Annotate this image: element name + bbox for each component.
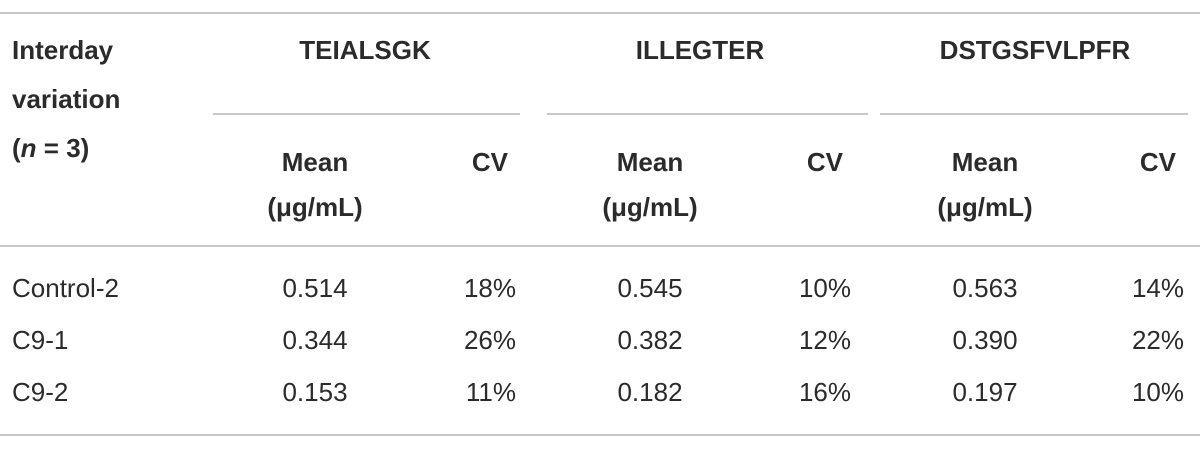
mean-cell: 0.197 [952, 377, 1018, 407]
cv-cell: 11% [465, 377, 516, 407]
row-label: C9-2 [12, 377, 69, 407]
mean-cell: 0.182 [617, 377, 683, 407]
corner-line: variation [12, 84, 121, 114]
cv-cell: 26% [463, 325, 516, 355]
cv-cell: 22% [1131, 325, 1184, 355]
corner-line: (n = 3) [12, 133, 89, 163]
mean-cell: 0.390 [952, 325, 1018, 355]
group-title: ILLEGTER [635, 35, 765, 65]
header-rule [0, 245, 1200, 247]
top-rule [0, 12, 1200, 14]
group-rule [547, 113, 868, 115]
mean-cell: 0.514 [282, 273, 348, 303]
mean-cell: 0.545 [617, 273, 683, 303]
corner-italic: n [20, 133, 37, 163]
cv-cell: 10% [798, 273, 851, 303]
corner-text: = 3) [36, 133, 90, 163]
group-rule [880, 113, 1188, 115]
mean-cell: 0.344 [282, 325, 348, 355]
corner-line: Interday [12, 35, 114, 65]
cv-header: CV [806, 147, 843, 177]
mean-header: Mean (μg/mL) [267, 147, 363, 222]
mean-cell: 0.563 [952, 273, 1018, 303]
bottom-rule [0, 434, 1200, 436]
cv-cell: 16% [798, 377, 851, 407]
mean-cell: 0.382 [617, 325, 683, 355]
cv-cell: 14% [1131, 273, 1184, 303]
cv-cell: 10% [1131, 377, 1184, 407]
row-label: Control-2 [12, 273, 119, 303]
group-rule [213, 113, 520, 115]
group-title: TEIALSGK [299, 35, 431, 65]
group-title: DSTGSFVLPFR [939, 35, 1131, 65]
cv-cell: 12% [798, 325, 851, 355]
mean-header: Mean (μg/mL) [602, 147, 698, 222]
cv-header: CV [471, 147, 508, 177]
cv-cell: 18% [463, 273, 516, 303]
mean-cell: 0.153 [282, 377, 348, 407]
cv-header: CV [1139, 147, 1176, 177]
row-label: C9-1 [12, 325, 69, 355]
corner-text: ( [12, 133, 21, 163]
mean-header: Mean (μg/mL) [937, 147, 1033, 222]
